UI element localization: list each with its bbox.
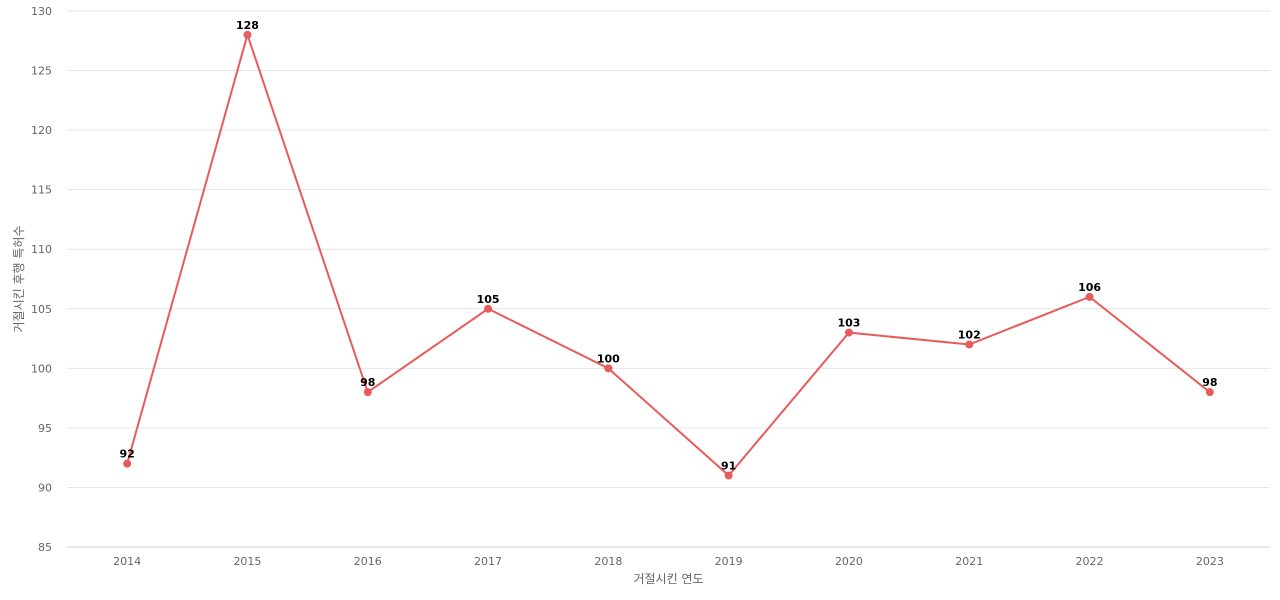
- x-tick-label: 2023: [1196, 555, 1224, 568]
- data-point: [1205, 388, 1214, 397]
- y-tick-label: 85: [38, 541, 52, 554]
- data-label: 106: [1078, 281, 1101, 294]
- series-line: [126, 31, 1211, 477]
- y-axis-ticks: 85 90 95 100 105 110 115 120 125 130: [31, 5, 52, 554]
- data-point: [965, 340, 974, 349]
- y-tick-label: 130: [31, 5, 52, 18]
- grid-lines: [67, 10, 1270, 488]
- data-points: [123, 30, 1214, 480]
- data-label: 98: [360, 376, 375, 389]
- data-label: 102: [958, 329, 981, 342]
- y-tick-label: 105: [31, 303, 52, 316]
- x-tick-label: 2017: [474, 555, 502, 568]
- x-tick-label: 2014: [113, 555, 141, 568]
- y-tick-label: 100: [31, 362, 52, 375]
- data-point: [363, 388, 372, 397]
- x-tick-label: 2022: [1076, 555, 1104, 568]
- data-point: [604, 364, 613, 373]
- y-tick-label: 110: [31, 243, 52, 256]
- x-tick-label: 2016: [354, 555, 382, 568]
- x-tick-label: 2021: [955, 555, 983, 568]
- data-label: 128: [236, 19, 259, 32]
- y-tick-label: 90: [38, 481, 52, 494]
- data-point: [844, 328, 853, 337]
- x-tick-label: 2015: [233, 555, 261, 568]
- x-tick-label: 2020: [835, 555, 863, 568]
- data-point: [1085, 292, 1094, 301]
- data-point: [243, 30, 252, 39]
- data-label: 105: [477, 293, 500, 306]
- data-point: [123, 459, 132, 468]
- data-point: [724, 471, 733, 480]
- data-labels: 92 128 98 105 100 91 103 102 106 98: [119, 19, 1217, 473]
- x-tick-label: 2018: [594, 555, 622, 568]
- y-tick-label: 95: [38, 422, 52, 435]
- data-label: 91: [721, 460, 736, 473]
- x-axis-title: 거절시킨 연도: [633, 572, 703, 586]
- data-label: 103: [837, 317, 860, 330]
- y-tick-label: 115: [31, 184, 52, 197]
- y-axis-title: 거절시킨 후행 특허수: [11, 226, 26, 333]
- y-tick-label: 125: [31, 65, 52, 78]
- y-tick-label: 120: [31, 124, 52, 137]
- x-axis-ticks: 2014 2015 2016 2017 2018 2019 2020 2021 2022 2023: [113, 555, 1224, 568]
- data-point: [484, 304, 493, 313]
- data-label: 100: [597, 352, 620, 365]
- data-label: 98: [1202, 376, 1217, 389]
- data-label: 92: [119, 448, 134, 461]
- x-tick-label: 2019: [715, 555, 743, 568]
